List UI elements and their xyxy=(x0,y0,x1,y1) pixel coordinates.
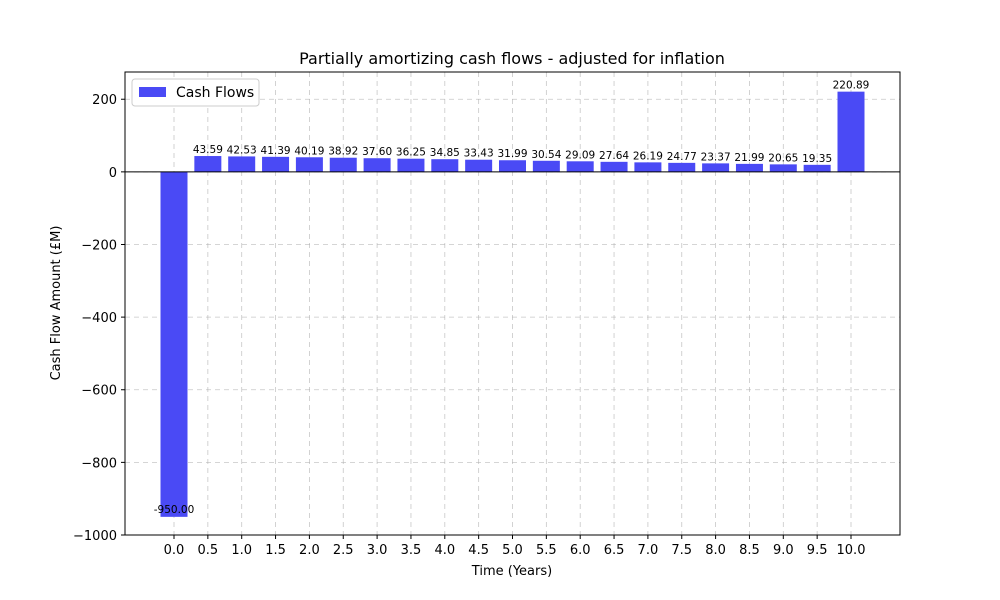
data-label: 40.19 xyxy=(294,145,324,157)
bar xyxy=(262,156,290,172)
grid-layer xyxy=(125,72,900,536)
bar xyxy=(160,171,188,517)
x-tick-label: 2.5 xyxy=(333,543,354,558)
data-label: 19.35 xyxy=(802,153,832,165)
plot-frame xyxy=(124,71,901,536)
bar xyxy=(566,161,594,172)
bar xyxy=(600,161,628,172)
bar xyxy=(499,160,526,172)
legend-label: Cash Flows xyxy=(176,85,254,101)
y-tick-label: 0 xyxy=(109,166,117,181)
bar xyxy=(702,163,730,172)
data-label: 38.92 xyxy=(328,146,358,158)
data-label: 31.99 xyxy=(497,148,527,160)
bar xyxy=(397,158,425,172)
data-label: -950.00 xyxy=(154,504,195,516)
x-tick-label: 7.0 xyxy=(638,543,659,558)
y-tick-label: −800 xyxy=(81,456,117,471)
data-label: 43.59 xyxy=(193,144,223,156)
legend-box xyxy=(131,78,260,107)
x-tick-label: 6.0 xyxy=(570,543,591,558)
data-label: 26.19 xyxy=(633,150,663,162)
x-tick-label: 9.0 xyxy=(773,543,794,558)
bar xyxy=(803,164,831,172)
y-tick-label: −400 xyxy=(81,311,117,326)
bar xyxy=(837,91,865,172)
bar xyxy=(532,160,560,172)
x-tick-label: 5.0 xyxy=(502,543,523,558)
bar xyxy=(431,159,459,172)
x-tick-label: 3.0 xyxy=(367,543,388,558)
data-label: 21.99 xyxy=(734,152,764,164)
x-tick-label: 6.5 xyxy=(604,543,625,558)
bar xyxy=(465,159,493,172)
x-tick-label: 1.0 xyxy=(231,543,252,558)
bar xyxy=(295,157,323,172)
bar xyxy=(329,157,357,172)
x-tick-label: 9.5 xyxy=(807,543,828,558)
bar xyxy=(194,156,222,172)
data-label: 42.53 xyxy=(227,144,257,156)
bars-layer xyxy=(160,91,865,517)
x-axis-ticks: 0.0 0.5 1.0 1.5 2.0 2.5 3.0 3.5 4.0 4.5 5.0 5.5 6.0 6… xyxy=(164,535,866,558)
x-axis-label: Time (Years) xyxy=(471,564,552,579)
data-label: 20.65 xyxy=(768,152,798,164)
y-tick-label: 200 xyxy=(92,93,117,108)
data-label: 30.54 xyxy=(531,149,561,161)
chart-title: Partially amortizing cash flows - adjust… xyxy=(299,49,725,68)
y-tick-label: −600 xyxy=(81,384,117,399)
y-tick-label: −200 xyxy=(81,238,117,253)
data-label: 37.60 xyxy=(362,146,392,158)
x-tick-label: 7.5 xyxy=(671,543,692,558)
data-label: 24.77 xyxy=(667,151,697,163)
legend: Cash Flows xyxy=(131,78,260,107)
x-tick-label: 0.5 xyxy=(198,543,219,558)
x-tick-label: 4.0 xyxy=(434,543,455,558)
bar xyxy=(634,162,662,172)
y-tick-label: −1000 xyxy=(73,529,117,544)
y-axis-label: Cash Flow Amount (£M) xyxy=(49,226,64,381)
bar xyxy=(228,156,256,172)
x-tick-label: 4.5 xyxy=(468,543,489,558)
x-tick-label: 2.0 xyxy=(299,543,320,558)
y-axis-ticks: −1000 −800 −600 −400 −200 0 200 xyxy=(73,93,125,544)
x-tick-label: 0.0 xyxy=(164,543,185,558)
data-label: 220.89 xyxy=(833,80,870,92)
legend-swatch xyxy=(139,87,166,97)
data-label: 27.64 xyxy=(599,150,629,162)
data-labels-layer: -950.00 43.59 42.53 41.39 40.19 38.92 37.60 36.… xyxy=(154,80,870,516)
data-label: 34.85 xyxy=(430,147,460,159)
x-tick-label: 10.0 xyxy=(837,543,866,558)
x-tick-label: 8.0 xyxy=(705,543,726,558)
data-label: 29.09 xyxy=(565,149,595,161)
bar xyxy=(363,158,391,172)
data-label: 41.39 xyxy=(261,145,291,157)
bar xyxy=(735,163,763,172)
x-tick-label: 8.5 xyxy=(739,543,760,558)
x-tick-label: 3.5 xyxy=(401,543,422,558)
x-tick-label: 5.5 xyxy=(536,543,557,558)
data-label: 23.37 xyxy=(701,151,731,163)
x-tick-label: 1.5 xyxy=(265,543,286,558)
data-label: 33.43 xyxy=(464,148,494,160)
bar xyxy=(769,164,797,172)
data-label: 36.25 xyxy=(396,147,426,159)
bar xyxy=(668,162,696,172)
